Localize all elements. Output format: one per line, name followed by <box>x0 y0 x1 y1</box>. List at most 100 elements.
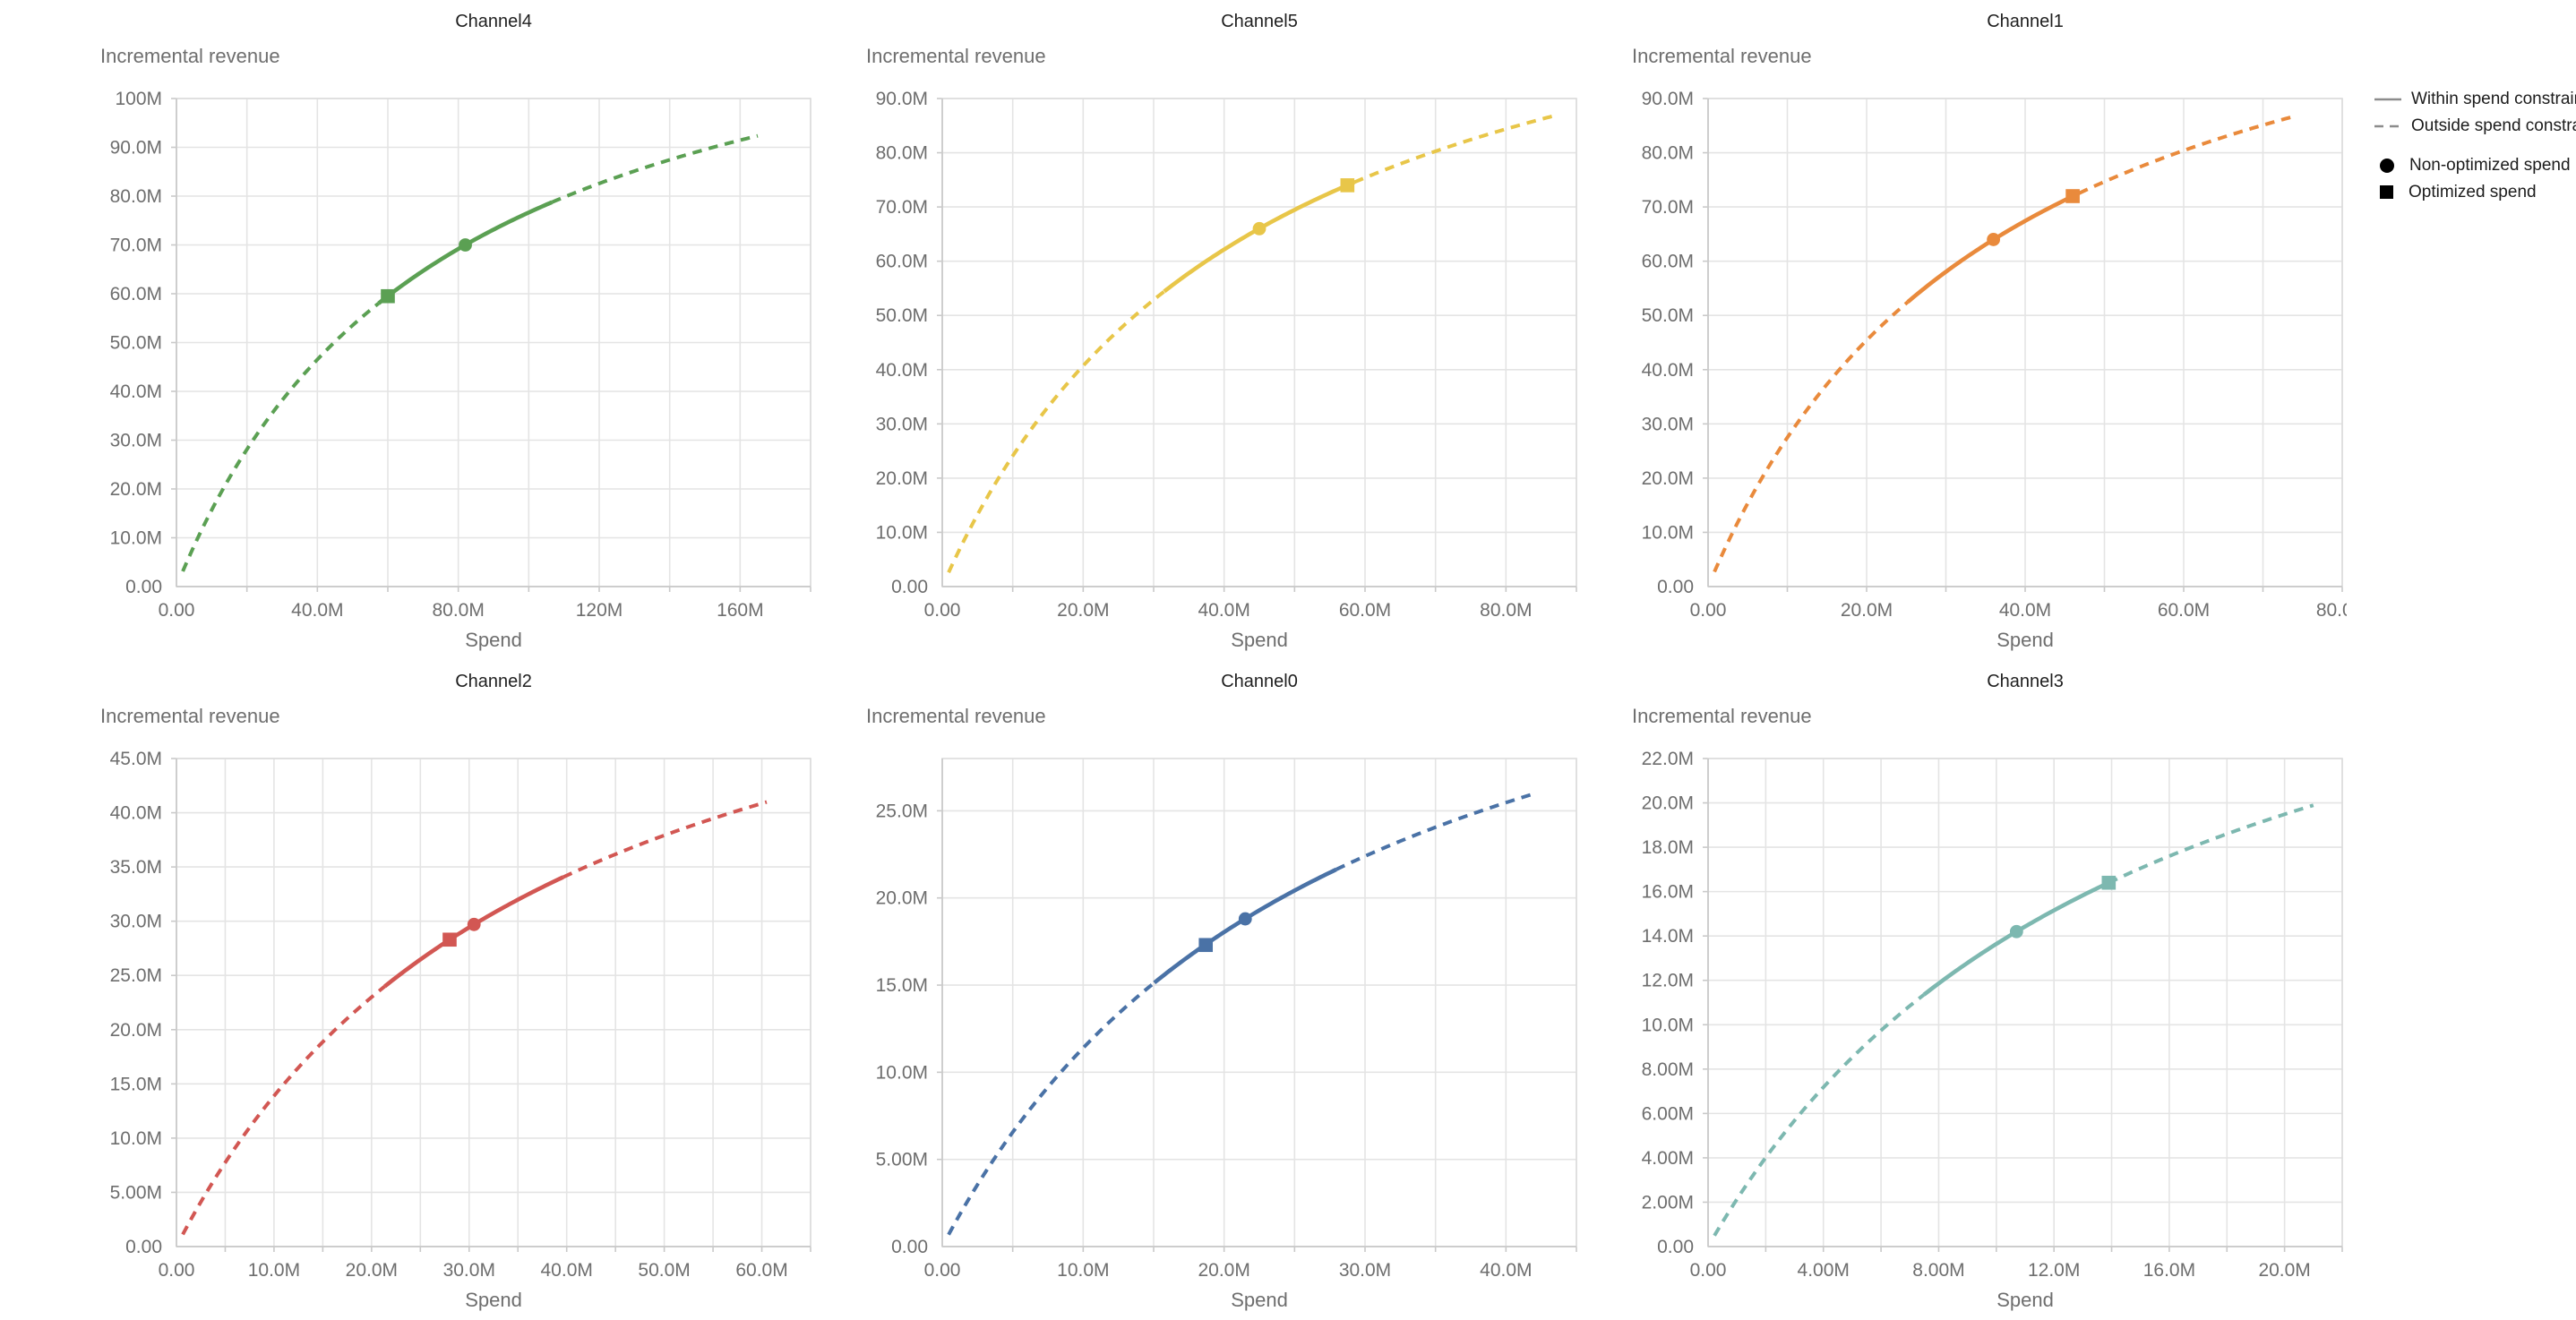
y-axis-title: Incremental revenue <box>100 705 280 727</box>
x-axis-title: Spend <box>1996 1289 2054 1311</box>
plot-frame <box>941 758 1577 1247</box>
x-tick-label: 30.0M <box>1339 1260 1391 1281</box>
y-tick-label: 0.00 <box>1657 1237 1694 1257</box>
x-tick-label: 4.00M <box>1798 1260 1850 1281</box>
y-tick-label: 10.0M <box>1642 1015 1694 1035</box>
response-curve-chart-channel1: 0.00 20.0M 40.0M 60.0M 80.0M 0.00 10.0M 20.0M 30… <box>1581 0 2368 660</box>
chart-canvas: 0.00 20.0M 40.0M 60.0M 80.0M 0.00 10.0M 20.0M 30… <box>866 12 1577 651</box>
y-tick-label: 30.0M <box>1642 414 1694 434</box>
x-tick-label: 40.0M <box>1198 600 1249 621</box>
y-tick-label: 30.0M <box>110 431 162 451</box>
plot-frame <box>1707 758 2343 1247</box>
x-tick-label: 40.0M <box>1480 1260 1532 1281</box>
x-tick-label: 20.0M <box>346 1260 398 1281</box>
y-tick-label: 10.0M <box>110 1128 162 1149</box>
x-tick-label: 40.0M <box>541 1260 593 1281</box>
response-curve-chart-channel0: 0.00 10.0M 20.0M 30.0M 40.0M 0.00 5.00M 10.0M 15… <box>815 660 1581 1320</box>
legend-marker-group: Non-optimized spend Optimized spend <box>2374 156 2576 201</box>
y-tick-label: 0.00 <box>891 1237 928 1257</box>
x-tick-label: 20.0M <box>1057 600 1109 621</box>
legend-label: Within spend constraint <box>2411 90 2576 108</box>
non-optimized-spend-marker <box>1252 221 1267 236</box>
y-tick-label: 5.00M <box>110 1182 162 1203</box>
y-tick-label: 30.0M <box>110 912 162 932</box>
y-tick-label: 20.0M <box>110 1020 162 1041</box>
curve-solid <box>1922 880 2110 997</box>
y-tick-label: 20.0M <box>876 468 928 489</box>
response-curve-chart-channel4: 0.00 40.0M 80.0M 120M 160M 0.00 10.0M 20.0M 30.0… <box>49 0 815 660</box>
y-axis-title: Incremental revenue <box>866 45 1046 67</box>
chart-title: Channel0 <box>1221 672 1298 691</box>
non-optimized-spend-marker <box>1238 912 1252 926</box>
y-tick-label: 10.0M <box>110 528 162 549</box>
y-tick-label: 0.00 <box>1657 577 1694 597</box>
y-tick-label: 6.00M <box>1642 1103 1694 1124</box>
response-curve-chart-channel3: 0.00 4.00M 8.00M 12.0M 16.0M 20.0M 0.00 2.00M 4.… <box>1581 660 2347 1320</box>
curve-dashed-left <box>947 289 1166 574</box>
x-tick-label: 10.0M <box>248 1260 300 1281</box>
x-tick-label: 30.0M <box>443 1260 495 1281</box>
x-axis-title: Spend <box>465 1289 522 1311</box>
y-tick-label: 10.0M <box>876 1062 928 1083</box>
y-axis-title: Incremental revenue <box>1632 705 1812 727</box>
y-tick-label: 25.0M <box>110 965 162 986</box>
y-tick-label: 20.0M <box>876 888 928 909</box>
y-tick-label: 0.00 <box>891 577 928 597</box>
y-tick-label: 100M <box>115 89 162 109</box>
chart-canvas: 0.00 10.0M 20.0M 30.0M 40.0M 50.0M 60.0M 0.00 5.… <box>100 672 811 1311</box>
x-tick-label: 20.0M <box>1841 600 1893 621</box>
chart-canvas: 0.00 4.00M 8.00M 12.0M 16.0M 20.0M 0.00 2.00M 4.… <box>1632 672 2343 1311</box>
y-tick-label: 80.0M <box>876 143 928 164</box>
y-tick-label: 4.00M <box>1642 1148 1694 1169</box>
x-tick-label: 40.0M <box>291 600 343 621</box>
x-tick-label: 50.0M <box>638 1260 690 1281</box>
y-tick-label: 60.0M <box>110 284 162 304</box>
non-optimized-spend-marker <box>2009 924 2023 939</box>
y-tick-label: 80.0M <box>110 186 162 207</box>
legend-label: Non-optimized spend <box>2409 156 2571 175</box>
y-tick-label: 60.0M <box>876 252 928 272</box>
curve-dashed-left <box>947 981 1156 1236</box>
y-axis-title: Incremental revenue <box>866 705 1046 727</box>
legend-label: Outside spend constraint <box>2411 116 2576 135</box>
optimized-spend-marker <box>381 288 395 304</box>
y-tick-label: 60.0M <box>1642 252 1694 272</box>
x-tick-label: 60.0M <box>735 1260 787 1281</box>
curve-solid <box>1153 867 1337 985</box>
optimized-spend-marker <box>442 932 457 947</box>
x-tick-label: 20.0M <box>1198 1260 1249 1281</box>
curve-solid <box>377 200 554 305</box>
legend-line-group: Within spend constraint Outside spend co… <box>2374 90 2576 135</box>
optimized-spend-marker <box>2065 189 2080 203</box>
curve-dashed-right <box>1335 792 1535 871</box>
x-tick-label: 80.0M <box>2316 600 2347 621</box>
legend-item-optimized: Optimized spend <box>2374 183 2576 201</box>
y-tick-label: 18.0M <box>1642 837 1694 858</box>
y-tick-label: 25.0M <box>876 801 928 821</box>
curve-solid <box>383 875 564 989</box>
y-tick-label: 5.00M <box>876 1150 928 1170</box>
y-tick-label: 0.00 <box>125 1237 162 1257</box>
x-tick-label: 120M <box>576 600 623 621</box>
curve-dashed-left <box>1713 300 1910 573</box>
x-tick-label: 0.00 <box>924 1260 961 1281</box>
y-tick-label: 10.0M <box>876 522 928 543</box>
y-tick-label: 20.0M <box>1642 793 1694 814</box>
legend-item-non-optimized: Non-optimized spend <box>2374 156 2576 175</box>
curve-dashed-left <box>1713 993 1926 1237</box>
curve-dashed-right <box>1353 114 1556 184</box>
response-curve-chart-channel2: 0.00 10.0M 20.0M 30.0M 40.0M 50.0M 60.0M 0.00 5.… <box>49 660 815 1320</box>
y-axis-title: Incremental revenue <box>1632 45 1812 67</box>
square-marker-icon <box>2380 185 2393 199</box>
legend-item-outside-constraint: Outside spend constraint <box>2374 116 2576 135</box>
y-tick-label: 90.0M <box>876 89 928 109</box>
x-tick-label: 12.0M <box>2028 1260 2080 1281</box>
y-tick-label: 90.0M <box>110 138 162 159</box>
plot-frame <box>941 98 1577 587</box>
y-tick-label: 20.0M <box>110 479 162 500</box>
y-tick-label: 8.00M <box>1642 1059 1694 1080</box>
chart-title: Channel2 <box>455 672 532 691</box>
dashed-line-icon <box>2374 124 2401 127</box>
non-optimized-spend-marker <box>467 917 481 931</box>
